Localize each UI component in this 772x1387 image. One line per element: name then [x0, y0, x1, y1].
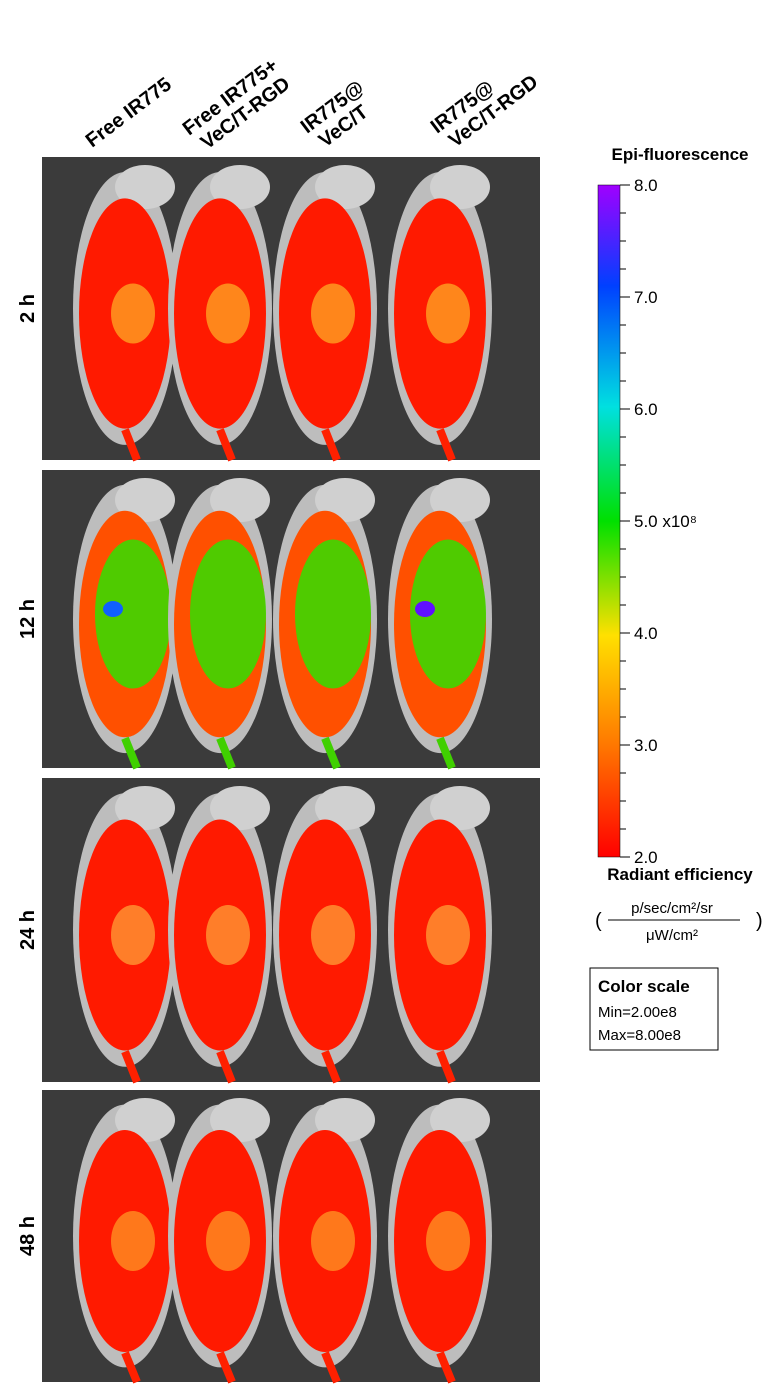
signal-hot	[311, 1211, 355, 1271]
signal-hot	[190, 540, 266, 689]
column-label: Free IR775	[82, 74, 176, 152]
signal-hot	[426, 284, 470, 344]
row-label: 24 h	[17, 910, 39, 950]
signal-hot	[111, 284, 155, 344]
tick-label: 5.0 x10⁸	[634, 512, 697, 531]
signal-hot	[311, 905, 355, 965]
colorbar-title: Epi-fluorescence	[612, 145, 749, 164]
signal-hot	[206, 284, 250, 344]
signal-hot	[206, 1211, 250, 1271]
signal-core	[415, 601, 435, 617]
tick-label: 2.0	[634, 848, 658, 867]
signal-hot	[311, 284, 355, 344]
column-label: IR775@VeC/T	[297, 77, 382, 156]
row-label: 2 h	[17, 294, 39, 323]
box-max: Max=8.00e8	[598, 1027, 681, 1044]
tick-label: 8.0	[634, 176, 658, 195]
row-label: 48 h	[17, 1216, 39, 1256]
tick-label: 7.0	[634, 288, 658, 307]
tick-label: 4.0	[634, 624, 658, 643]
signal-hot	[111, 1211, 155, 1271]
column-label: IR775@VeC/T-RGD	[427, 53, 543, 155]
paren: )	[756, 910, 763, 932]
column-label-line: Free IR775	[82, 74, 176, 152]
signal-hot	[295, 540, 371, 689]
signal-hot	[111, 905, 155, 965]
box-title: Color scale	[598, 977, 690, 996]
row-label: 12 h	[17, 599, 39, 639]
column-label: Free IR775+VeC/T-RGD	[179, 55, 296, 158]
paren: (	[595, 910, 602, 932]
tick-label: 6.0	[634, 400, 658, 419]
signal-core	[103, 601, 123, 617]
signal-hot	[426, 905, 470, 965]
signal-hot	[426, 1211, 470, 1271]
box-min: Min=2.00e8	[598, 1004, 677, 1021]
quantity: Radiant efficiency	[607, 865, 753, 884]
tick-label: 3.0	[634, 736, 658, 755]
signal-hot	[206, 905, 250, 965]
unit-numerator: p/sec/cm²/sr	[631, 900, 713, 917]
unit-denominator: μW/cm²	[646, 927, 698, 944]
colorbar	[598, 185, 620, 857]
figure: Epi-fluorescence Radiant efficiency ( ) …	[0, 0, 772, 1387]
